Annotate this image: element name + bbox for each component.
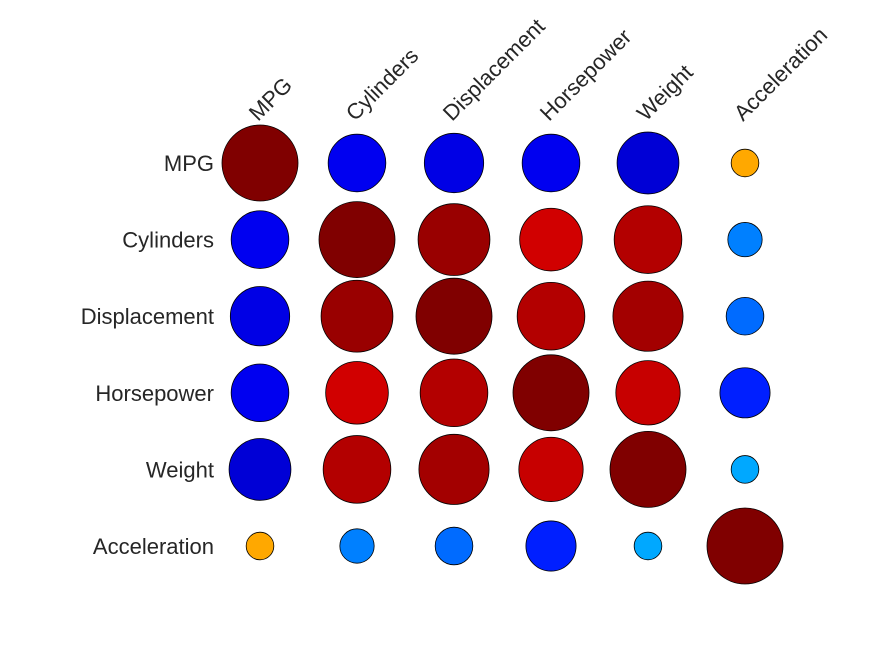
bubble-grid: [221, 124, 784, 585]
bubble-displacement-weight: [612, 280, 684, 352]
bubble-cylinders-acceleration: [727, 222, 763, 258]
row-label-weight: Weight: [146, 457, 214, 482]
bubble-displacement-acceleration: [725, 296, 765, 336]
bubble-cylinders-weight: [613, 205, 683, 274]
bubble-acceleration-acceleration: [706, 507, 784, 585]
column-labels: MPG Cylinders DisplacementHorsepowerWeight…: [244, 14, 832, 126]
column-label-mpg: MPG: [244, 72, 297, 125]
row-label-mpg: MPG: [164, 151, 214, 176]
row-label-displacement: Displacement: [81, 304, 214, 329]
bubble-displacement-mpg: [229, 286, 291, 347]
bubble-weight-weight: [609, 430, 687, 508]
bubble-weight-horsepower: [518, 436, 584, 502]
bubble-horsepower-acceleration: [719, 367, 771, 419]
bubble-weight-cylinders: [322, 435, 392, 504]
column-label-horsepower: Horsepower: [535, 24, 637, 126]
bubble-horsepower-displacement: [419, 358, 489, 428]
bubble-horsepower-weight: [615, 360, 681, 426]
bubble-displacement-displacement: [415, 277, 493, 355]
bubble-cylinders-horsepower: [519, 207, 583, 272]
bubble-cylinders-mpg: [230, 210, 290, 269]
bubble-acceleration-horsepower: [525, 520, 577, 572]
bubble-weight-mpg: [228, 438, 292, 501]
bubble-cylinders-cylinders: [318, 201, 396, 279]
row-labels: MPG Cylinders Displacement Horsepower Weight…: [81, 151, 214, 559]
bubble-horsepower-mpg: [230, 363, 290, 423]
bubble-mpg-displacement: [423, 132, 485, 194]
bubble-mpg-mpg: [221, 124, 299, 202]
row-label-acceleration: Acceleration: [93, 534, 214, 559]
bubble-weight-acceleration: [730, 455, 760, 484]
bubble-displacement-cylinders: [320, 279, 394, 353]
row-label-horsepower: Horsepower: [95, 381, 214, 406]
bubble-horsepower-horsepower: [512, 354, 590, 432]
bubble-horsepower-cylinders: [325, 361, 389, 425]
column-label-weight: Weight: [632, 60, 698, 126]
row-label-cylinders: Cylinders: [122, 228, 214, 253]
bubble-mpg-cylinders: [327, 133, 387, 193]
bubble-acceleration-mpg: [245, 531, 275, 561]
bubble-acceleration-cylinders: [339, 528, 375, 564]
column-label-acceleration: Acceleration: [729, 22, 832, 125]
bubble-mpg-horsepower: [521, 133, 581, 193]
column-label-displacement: Displacement: [438, 14, 550, 126]
bubble-displacement-horsepower: [516, 281, 586, 351]
bubble-acceleration-weight: [633, 531, 663, 561]
column-label-cylinders: Cylinders: [341, 43, 424, 126]
bubble-acceleration-displacement: [434, 526, 474, 566]
bubble-cylinders-displacement: [417, 203, 491, 276]
bubble-mpg-acceleration: [730, 148, 760, 178]
bubble-mpg-weight: [616, 131, 680, 195]
bubble-weight-displacement: [418, 433, 490, 505]
